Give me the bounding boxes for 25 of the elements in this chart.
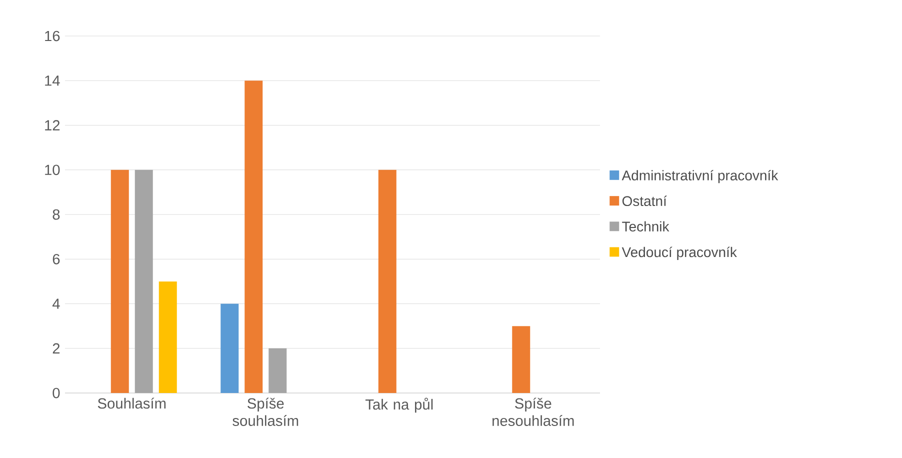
legend-label: Administrativní pracovník — [622, 170, 778, 184]
y-tick-label: 10 — [45, 164, 60, 176]
x-tick-label: Spíše nesouhlasím — [492, 398, 574, 426]
bar — [158, 281, 177, 393]
legend-label: Ostatní — [622, 196, 667, 206]
bar — [110, 170, 129, 393]
x-tick-label: Tak na půl — [365, 398, 433, 413]
x-tick-label: Spíše souhlasím — [232, 398, 298, 426]
bar — [220, 304, 239, 393]
y-tick-label: 12 — [45, 120, 60, 130]
bar — [244, 80, 263, 393]
y-tick-label: 14 — [45, 76, 60, 86]
legend-label: Vedoucí pracovník — [622, 246, 737, 260]
y-tick-label: 0 — [52, 388, 60, 398]
bar — [512, 326, 530, 393]
y-tick-label: 4 — [52, 298, 60, 309]
y-tick-label: 2 — [52, 343, 60, 354]
bar — [378, 170, 396, 393]
bar — [268, 348, 287, 393]
y-tick-label: 16 — [45, 30, 60, 42]
bar — [134, 170, 153, 393]
y-tick-label: 8 — [52, 209, 60, 220]
x-tick-label: Souhlasím — [98, 398, 166, 409]
y-tick-label: 6 — [52, 254, 60, 264]
legend-label: Technik — [622, 221, 670, 232]
